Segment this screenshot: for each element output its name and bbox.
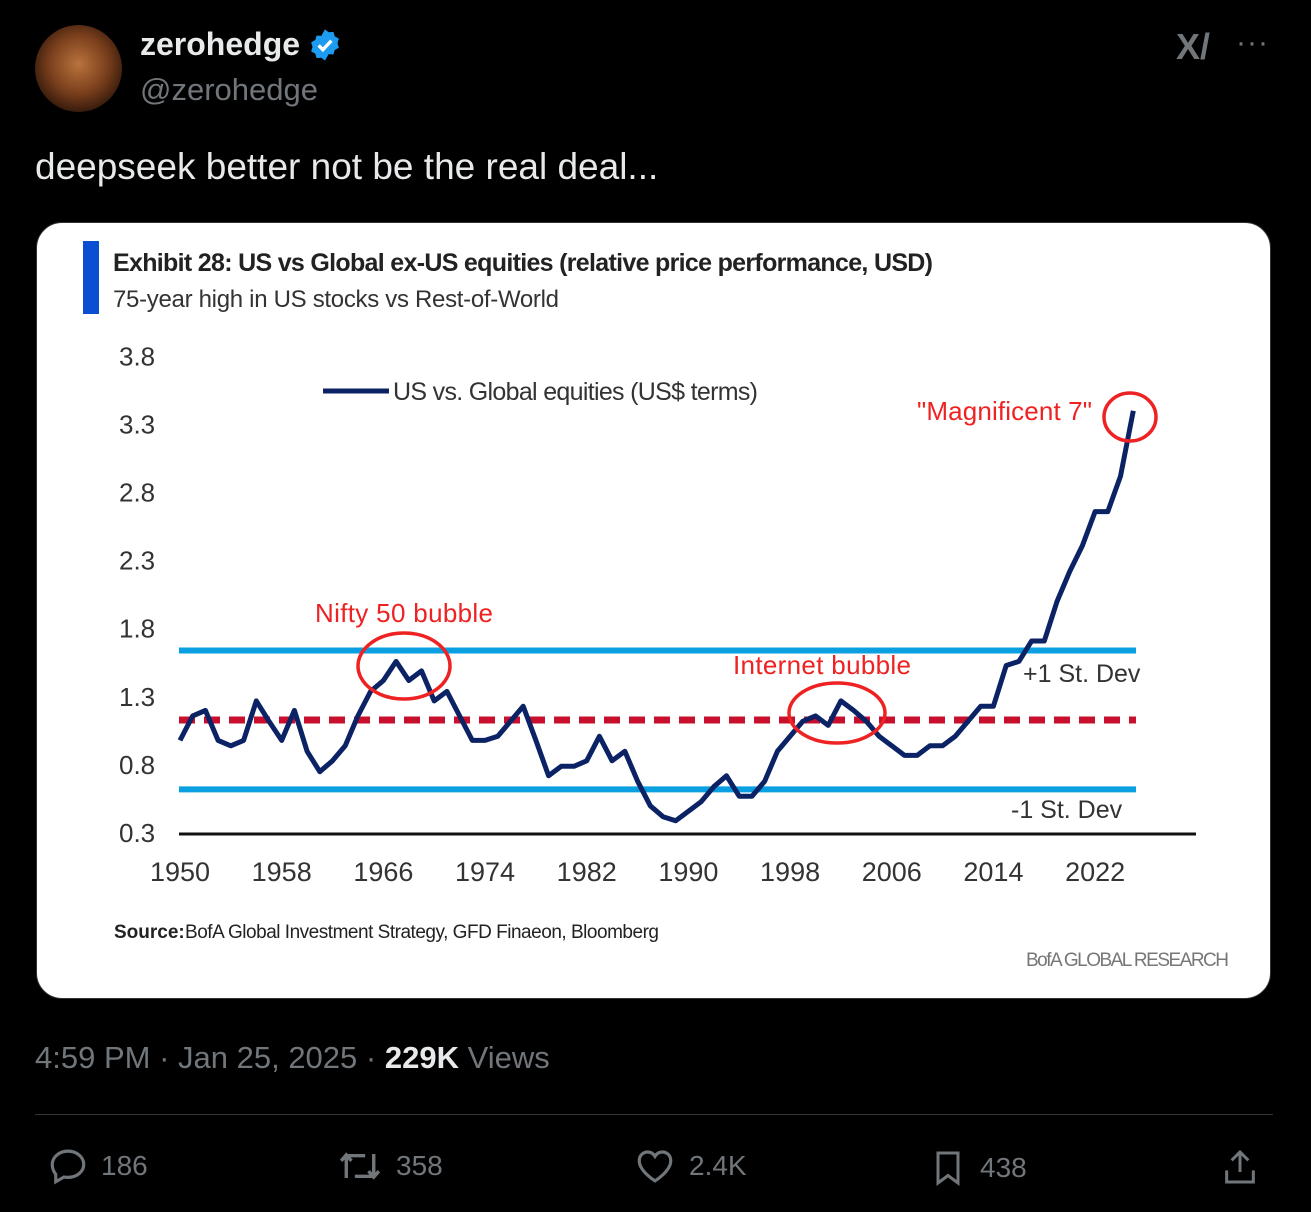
y-tick-label: 0.3 (119, 818, 155, 848)
like-button[interactable]: 2.4K (633, 1145, 747, 1187)
annotation-circle (1102, 391, 1158, 443)
y-tick-label: 1.3 (119, 682, 155, 712)
x-tick-label: 1966 (353, 857, 413, 887)
verified-badge-icon (311, 28, 339, 61)
repost-icon (339, 1152, 381, 1180)
y-tick-label: 0.8 (119, 750, 155, 780)
annotation-circle (787, 681, 887, 745)
x-tick-label: 1974 (455, 857, 515, 887)
brand-label: BofA GLOBAL RESEARCH (1026, 950, 1229, 971)
reply-count: 186 (101, 1150, 148, 1181)
author-name-text: zerohedge (140, 26, 301, 62)
reply-button[interactable]: 186 (47, 1145, 148, 1187)
tweet-meta: 4:59 PM · Jan 25, 2025 · 229K Views (35, 1040, 550, 1075)
annotation-internet: Internet bubble (733, 650, 911, 680)
annotation-circle (356, 631, 452, 701)
x-tick-label: 1990 (658, 857, 718, 887)
bookmark-icon (936, 1151, 960, 1186)
source-text: BofA Global Investment Strategy, GFD Fin… (185, 922, 659, 943)
annotation-mag7: "Magnificent 7" (917, 396, 1092, 426)
y-tick-label: 2.3 (119, 546, 155, 576)
heart-icon (637, 1150, 673, 1183)
views-label: Views (467, 1040, 550, 1075)
minus-sd-label: -1 St. Dev (1011, 796, 1123, 824)
y-tick-label: 3.8 (119, 341, 155, 371)
author-name[interactable]: zerohedge (140, 26, 342, 63)
repost-button[interactable]: 358 (336, 1145, 443, 1187)
avatar[interactable] (35, 25, 122, 112)
tweet-text: deepseek better not be the real deal... (35, 146, 659, 187)
y-tick-label: 1.8 (119, 614, 155, 644)
legend-label: US vs. Global equities (US$ terms) (393, 378, 758, 406)
x-tick-label: 1982 (557, 857, 617, 887)
grok-icon[interactable]: X/ (1176, 26, 1211, 67)
y-tick-label: 3.3 (119, 409, 155, 439)
view-count: 229K (384, 1040, 459, 1075)
series-line (177, 410, 1136, 824)
bookmark-button[interactable]: 438 (928, 1145, 1027, 1191)
title-accent-bar (83, 241, 99, 314)
x-tick-label: 1958 (252, 857, 312, 887)
share-icon (1225, 1149, 1255, 1184)
chart-title: Exhibit 28: US vs Global ex-US equities … (113, 249, 933, 277)
plus-sd-label: +1 St. Dev (1023, 660, 1141, 688)
x-tick-label: 2006 (862, 857, 922, 887)
author-handle[interactable]: @zerohedge (140, 72, 318, 107)
chart-subtitle: 75-year high in US stocks vs Rest-of-Wor… (113, 286, 559, 313)
repost-count: 358 (396, 1150, 443, 1181)
x-tick-label: 2014 (963, 857, 1023, 887)
x-tick-label: 2022 (1065, 857, 1125, 887)
chart-image[interactable]: Exhibit 28: US vs Global ex-US equities … (36, 222, 1271, 999)
tweet-time[interactable]: 4:59 PM (35, 1040, 151, 1075)
annotation-nifty: Nifty 50 bubble (315, 598, 493, 628)
divider (35, 1114, 1273, 1115)
reply-icon (50, 1149, 86, 1185)
share-button[interactable] (1220, 1145, 1260, 1189)
more-icon[interactable]: ··· (1236, 26, 1269, 59)
x-tick-label: 1950 (150, 857, 210, 887)
tweet-date[interactable]: Jan 25, 2025 (178, 1040, 358, 1075)
x-tick-label: 1998 (760, 857, 820, 887)
y-tick-label: 2.8 (119, 478, 155, 508)
like-count: 2.4K (689, 1150, 747, 1181)
chart-svg: Exhibit 28: US vs Global ex-US equities … (83, 241, 1229, 971)
bookmark-count: 438 (980, 1152, 1027, 1183)
source-label: Source: (114, 922, 185, 943)
